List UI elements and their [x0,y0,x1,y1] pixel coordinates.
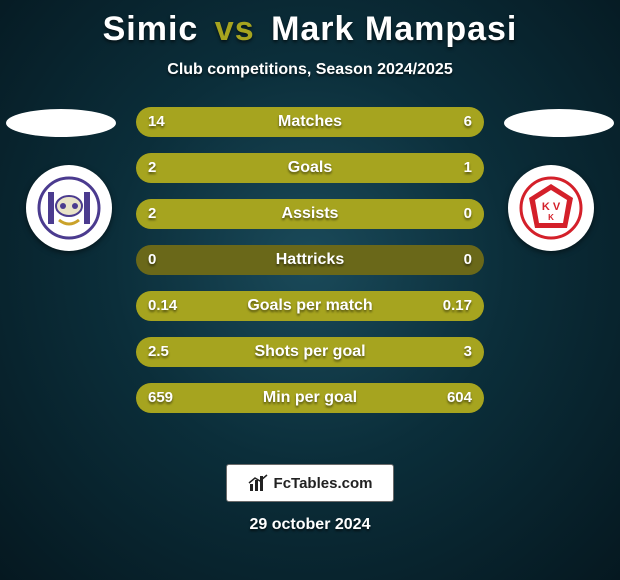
svg-text:K V: K V [542,201,561,213]
stat-row: 00Hattricks [136,245,484,275]
stat-row: 146Matches [136,107,484,137]
stat-row: 0.140.17Goals per match [136,291,484,321]
vs-text: vs [215,10,255,48]
subtitle: Club competitions, Season 2024/2025 [0,61,620,79]
source-logo: FcTables.com [226,464,394,502]
stat-row: 20Assists [136,199,484,229]
stats-rows: 146Matches 21Goals 20Assists 00Hattricks 0.1… [136,107,484,429]
stat-label: Min per goal [136,383,484,413]
stat-label: Assists [136,199,484,229]
source-text: FcTables.com [274,475,373,492]
player2-name: Mark Mampasi [271,10,517,48]
player2-shadow-ellipse [504,109,614,137]
stat-row: 21Goals [136,153,484,183]
stat-row: 2.53Shots per goal [136,337,484,367]
player1-shadow-ellipse [6,109,116,137]
kortrijk-crest-icon: K V K [519,176,583,240]
stat-label: Hattricks [136,245,484,275]
stat-label: Goals [136,153,484,183]
player1-name: Simic [103,10,199,48]
title: Simic vs Mark Mampasi [0,0,620,49]
stat-label: Goals per match [136,291,484,321]
player2-club-badge: K V K [508,165,594,251]
date-text: 29 october 2024 [0,516,620,534]
svg-text:K: K [548,213,554,222]
stat-label: Shots per goal [136,337,484,367]
anderlecht-crest-icon [37,176,101,240]
stat-label: Matches [136,107,484,137]
comparison-card: Simic vs Mark Mampasi Club competitions,… [0,0,620,580]
bar-chart-icon [248,473,270,493]
player1-club-badge [26,165,112,251]
stat-row: 659604Min per goal [136,383,484,413]
